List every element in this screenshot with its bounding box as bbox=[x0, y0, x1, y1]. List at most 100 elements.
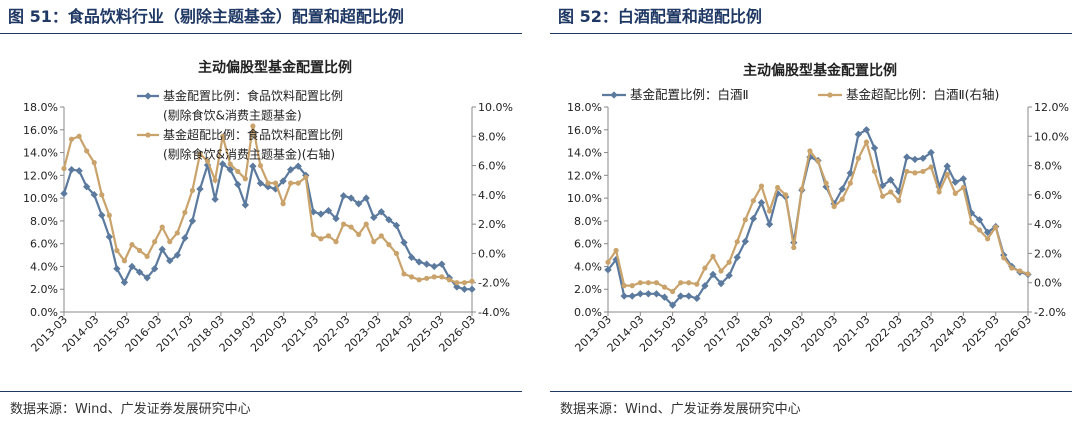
source-rule bbox=[0, 391, 522, 392]
series-2-point bbox=[839, 196, 845, 202]
series-1-point bbox=[741, 237, 749, 246]
series-1-point bbox=[468, 285, 476, 293]
series-1-point bbox=[256, 179, 265, 187]
series-2-point bbox=[605, 259, 611, 265]
series-2-point bbox=[280, 201, 286, 207]
series-1-point bbox=[188, 217, 197, 225]
series-1-point bbox=[90, 191, 98, 199]
series-2-point bbox=[220, 133, 226, 139]
y-left-tick-label: 14.0% bbox=[23, 147, 58, 160]
series-2-point bbox=[454, 280, 460, 286]
series-1-point bbox=[620, 292, 628, 300]
series-2-point bbox=[227, 161, 233, 167]
series-1-point bbox=[400, 238, 408, 247]
y-right-tick-label: 6.0% bbox=[1034, 189, 1062, 202]
y-right-tick-label: 2.0% bbox=[1034, 247, 1062, 260]
series-line-2 bbox=[607, 139, 1029, 293]
series-1-point bbox=[765, 220, 774, 228]
series-2-point bbox=[84, 148, 90, 154]
figure-52: 图 52：白酒配置和超配比例 主动偏股型基金配置比例 0.0% 2.0% 4.0% 6.… bbox=[550, 0, 1080, 422]
series-2-point bbox=[847, 180, 853, 186]
series-2-point bbox=[121, 258, 128, 264]
y-left-tick-label: 2.0% bbox=[574, 283, 602, 296]
series-2-point bbox=[653, 280, 660, 286]
legend-marker-1 bbox=[144, 92, 152, 100]
series-1-point bbox=[294, 162, 302, 170]
series-2-point bbox=[807, 148, 813, 154]
series-2-point bbox=[235, 168, 241, 175]
series-1-point bbox=[636, 290, 644, 298]
series-2-point bbox=[129, 242, 135, 248]
y-left-tick-label: 4.0% bbox=[30, 260, 58, 273]
series-2-point bbox=[424, 275, 430, 281]
legend-label: (剔除食饮&消费主题基金)(右轴) bbox=[163, 147, 335, 162]
series-2-point bbox=[174, 230, 180, 236]
series-2-point bbox=[670, 288, 676, 295]
series-2-point bbox=[1009, 265, 1015, 271]
series-1-point bbox=[644, 290, 653, 298]
series-2-point bbox=[710, 253, 716, 259]
series-2-point bbox=[144, 253, 150, 259]
series-2-point bbox=[469, 278, 475, 284]
series-line-1 bbox=[607, 128, 1029, 307]
series-1-point bbox=[158, 245, 166, 254]
series-2-point bbox=[944, 171, 950, 177]
series-1-point bbox=[927, 148, 935, 157]
series-1-point bbox=[911, 155, 919, 164]
series-2-point bbox=[76, 133, 82, 139]
series-1-point bbox=[430, 262, 438, 271]
series-1-point bbox=[317, 210, 325, 218]
y-right-tick-label: 10.0% bbox=[1034, 130, 1069, 143]
y-right-tick-label: 8.0% bbox=[478, 130, 506, 143]
series-2-point bbox=[976, 227, 983, 233]
series-1-point bbox=[332, 214, 340, 223]
series-1-point bbox=[370, 213, 378, 222]
series-1-point bbox=[60, 189, 68, 198]
series-1-point bbox=[211, 195, 219, 203]
series-2-point bbox=[310, 231, 316, 237]
y-right-tick-label: 4.0% bbox=[478, 189, 506, 202]
series-2-point bbox=[136, 247, 143, 254]
series-2-point bbox=[686, 280, 692, 286]
y-left-tick-label: 18.0% bbox=[567, 101, 602, 114]
series-1-point bbox=[218, 160, 227, 168]
series-2-point bbox=[408, 274, 415, 280]
series-2-point bbox=[896, 198, 902, 204]
series-2-point bbox=[855, 155, 861, 161]
series-1-point bbox=[67, 165, 76, 174]
series-2-point bbox=[333, 239, 339, 245]
series-2-point bbox=[348, 224, 354, 230]
series-2-point bbox=[775, 184, 781, 191]
series-2-point bbox=[799, 186, 805, 192]
series-2-point bbox=[114, 247, 120, 254]
series-2-point bbox=[912, 170, 918, 176]
series-2-point bbox=[257, 162, 264, 169]
series-1-point bbox=[438, 260, 446, 268]
y-left-tick-label: 10.0% bbox=[23, 192, 58, 205]
series-2-point bbox=[718, 268, 724, 274]
data-source: 数据来源：Wind、广发证券发展研究中心 bbox=[560, 402, 801, 417]
data-source: 数据来源：Wind、广发证券发展研究中心 bbox=[10, 402, 251, 417]
series-2-point bbox=[288, 180, 294, 186]
series-2-point bbox=[734, 239, 740, 245]
y-right-tick-label: 10.0% bbox=[478, 101, 513, 114]
y-left-tick-label: 12.0% bbox=[23, 169, 58, 182]
series-2-point bbox=[461, 280, 468, 286]
series-2-point bbox=[791, 244, 797, 251]
y-left-tick-label: 6.0% bbox=[574, 238, 602, 251]
series-2-point bbox=[815, 158, 821, 164]
series-1-point bbox=[628, 292, 636, 300]
y-right-tick-label: 4.0% bbox=[1034, 218, 1062, 231]
y-left-tick-label: 4.0% bbox=[574, 260, 602, 273]
y-right-tick-label: -2.0% bbox=[1034, 306, 1066, 319]
series-2-point bbox=[250, 123, 256, 129]
series-2-point bbox=[159, 224, 165, 230]
y-left-tick-label: 14.0% bbox=[567, 147, 602, 160]
legend-label: (剔除食饮&消费主题基金) bbox=[163, 108, 302, 123]
series-2-point bbox=[386, 242, 392, 248]
chart-baijiu: 主动偏股型基金配置比例 0.0% 2.0% 4.0% 6.0% 8.0% 10.0% 12.0… bbox=[567, 62, 1069, 355]
series-2-point bbox=[993, 224, 999, 230]
series-1-point bbox=[415, 258, 423, 266]
series-2-point bbox=[68, 136, 75, 142]
series-1-point bbox=[693, 294, 701, 303]
